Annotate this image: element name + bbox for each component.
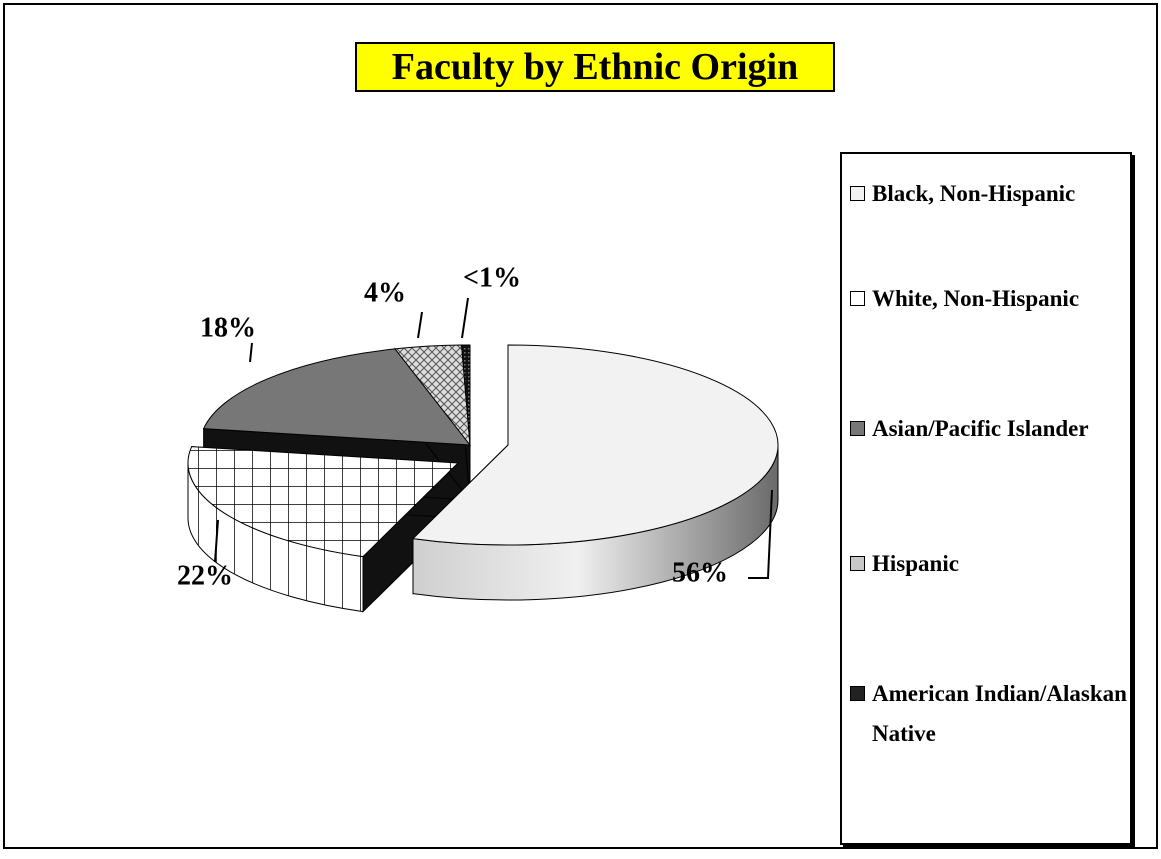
data-label: 56% xyxy=(672,557,728,588)
data-label: 22% xyxy=(177,560,233,591)
legend-swatch xyxy=(850,421,865,436)
data-label: 4% xyxy=(364,277,406,308)
legend-label: White, Non-Hispanic xyxy=(872,286,1080,311)
leader-line xyxy=(249,342,253,363)
leader-line xyxy=(417,311,423,339)
frame xyxy=(3,3,1158,849)
legend-item: American Indian/Alaskan Native xyxy=(848,674,1142,754)
legend-item: White, Non-Hispanic xyxy=(848,279,1142,319)
legend-item: Black, Non-Hispanic xyxy=(848,174,1142,214)
legend-label: American Indian/Alaskan Native xyxy=(872,681,1127,746)
legend-swatch xyxy=(850,556,865,571)
legend-swatch xyxy=(850,291,865,306)
legend-label: Black, Non-Hispanic xyxy=(872,181,1076,206)
legend-label: Asian/Pacific Islander xyxy=(872,416,1089,441)
legend-item: Hispanic xyxy=(848,544,1142,584)
data-label: 18% xyxy=(200,312,256,343)
data-label: <1% xyxy=(463,262,521,293)
leader-line xyxy=(214,519,219,563)
slice xyxy=(202,348,472,446)
legend-swatch xyxy=(850,186,865,201)
slice xyxy=(411,344,779,546)
chart-title: Faculty by Ethnic Origin xyxy=(355,42,835,92)
legend: Black, Non-Hispanic White, Non-Hispanic As… xyxy=(840,152,1132,845)
legend-swatch xyxy=(850,686,865,701)
slice xyxy=(461,344,471,446)
leader-line xyxy=(461,297,469,339)
legend-label: Hispanic xyxy=(872,551,959,576)
slice xyxy=(187,446,460,558)
leader-line xyxy=(748,489,773,579)
legend-item: Asian/Pacific Islander xyxy=(848,409,1142,449)
